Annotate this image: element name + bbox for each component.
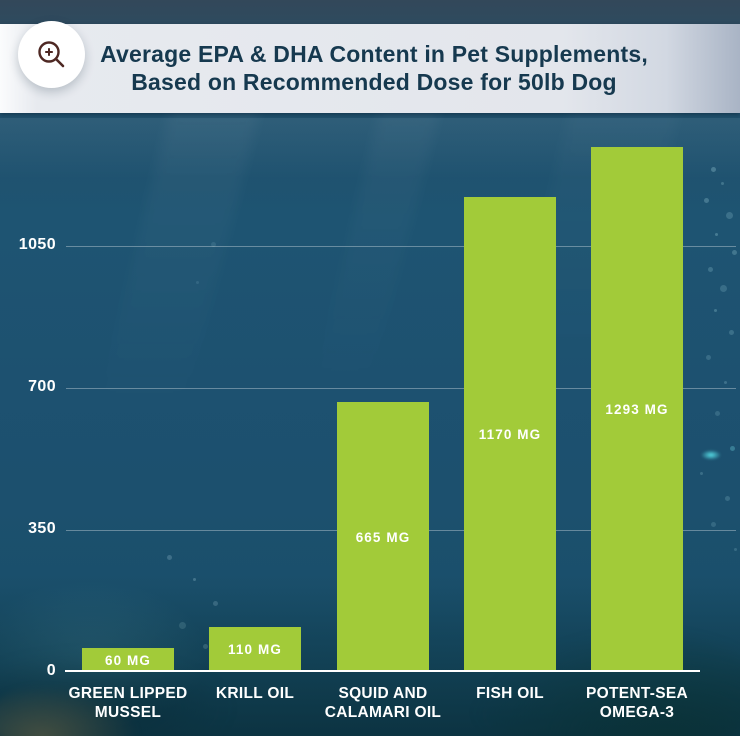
x-tick-line: POTENT-SEA xyxy=(585,685,689,702)
bar-krill-oil: 110 MG xyxy=(209,627,301,672)
x-tick-label-potent-sea-omega-3: POTENT-SEA OMEGA-3 xyxy=(552,684,722,722)
x-tick-line: OMEGA-3 xyxy=(599,704,675,721)
title-banner: Average EPA & DHA Content in Pet Supplem… xyxy=(0,21,740,113)
y-tick-label: 350 xyxy=(28,520,56,537)
bar-squid-and-calamari-oil: 665 MG xyxy=(337,402,429,672)
bar-fish-oil: 1170 MG xyxy=(464,197,556,672)
chart-title-line2: Based on Recommended Dose for 50lb Dog xyxy=(131,68,617,95)
gridline-700 xyxy=(66,388,736,389)
chart-title: Average EPA & DHA Content in Pet Supplem… xyxy=(86,24,662,113)
chart-title-line1: Average EPA & DHA Content in Pet Supplem… xyxy=(100,41,648,67)
gridline-1050 xyxy=(66,246,736,247)
zoom-in-magnifier-icon xyxy=(35,38,69,72)
bar-value-label: 1293 MG xyxy=(605,402,669,417)
y-tick-label: 0 xyxy=(46,662,56,679)
bar-potent-sea-omega-3: 1293 MG xyxy=(591,147,683,672)
bar-value-label: 1170 MG xyxy=(478,427,542,442)
bar-value-label: 110 MG xyxy=(228,642,282,657)
x-axis-baseline xyxy=(65,670,700,672)
x-tick-line: MUSSEL xyxy=(94,704,162,721)
zoom-badge-button[interactable] xyxy=(18,21,85,88)
x-tick-line: CALAMARI OIL xyxy=(324,704,442,721)
bar-value-label: 665 MG xyxy=(355,529,411,545)
bar-value-label: 60 MG xyxy=(104,652,151,668)
y-tick-label: 700 xyxy=(28,378,56,395)
y-tick-label: 1050 xyxy=(18,236,56,253)
bar-green-lipped-mussel: 60 MG xyxy=(82,648,174,672)
